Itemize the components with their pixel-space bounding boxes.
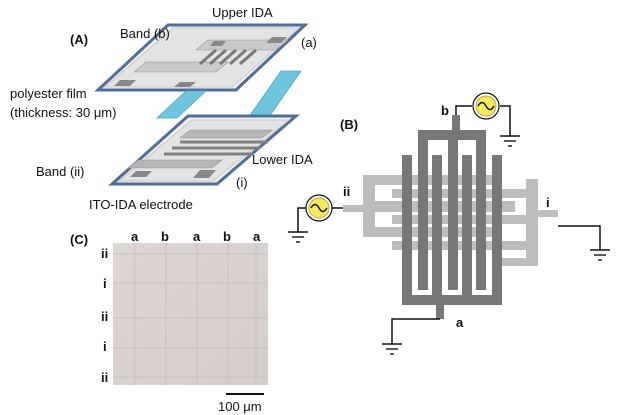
ground-ii (288, 231, 308, 243)
panel-b: (B) (288, 92, 610, 355)
electrode-ii-lead (343, 205, 363, 212)
upper-fingers (199, 48, 257, 66)
wire-a-ground (391, 318, 440, 344)
wire-b (455, 105, 472, 115)
ground-a (382, 343, 402, 355)
micrograph (113, 243, 268, 385)
electrode-a-bottom-bar (402, 295, 502, 305)
electrode-a-lead (436, 305, 444, 319)
lower-ida-label: Lower IDA (252, 152, 313, 167)
upper-pad-2 (266, 37, 287, 43)
scale-bar-label: 100 μm (218, 399, 262, 414)
electrode-a-finger-4 (492, 155, 502, 305)
col-label: a (193, 229, 201, 244)
lower-fingers (164, 140, 268, 156)
thickness-label: (thickness: 30 μm) (10, 105, 116, 120)
band-a-label: (a) (301, 35, 317, 50)
band-i-label: (i) (236, 175, 248, 190)
electrode-ii (343, 175, 515, 237)
electrode-b-finger-2 (448, 130, 458, 290)
upper-pad-3 (114, 80, 136, 86)
electrode-b-finger-1 (418, 130, 428, 290)
micrograph-texture (113, 243, 268, 385)
upper-band-b (133, 61, 229, 73)
ac-source-ii (305, 194, 333, 222)
electrode-ii-finger (375, 201, 515, 212)
upper-ida-plate (94, 23, 309, 92)
electrode-a-finger-1 (402, 155, 412, 305)
ground-b (500, 135, 520, 147)
electrode-label: ITO-IDA electrode (89, 197, 193, 212)
electrode-b (418, 115, 486, 290)
panel-b-tag: (B) (340, 117, 358, 132)
lower-band-ii (179, 129, 273, 139)
wire-b-ground (500, 105, 511, 136)
electrode-b-finger-3 (476, 130, 486, 290)
micrograph-column-labels: a b a b a (131, 229, 261, 244)
col-label: b (161, 229, 169, 244)
lower-band-i (127, 159, 223, 169)
film-strip-left (155, 90, 208, 119)
upper-pad-4 (174, 82, 196, 87)
ac-source-b (472, 92, 500, 120)
row-label: ii (101, 246, 108, 261)
electrode-b-lead (452, 115, 460, 130)
micrograph-row-labels: ii i ii i ii (101, 246, 108, 385)
electrode-a (402, 155, 502, 319)
col-label: a (253, 229, 261, 244)
panel-a: (A) Upper IDA Band (b) (a) (10, 5, 317, 212)
lower-pad-1 (130, 171, 152, 177)
lower-ida-plate (108, 114, 301, 186)
wiring (297, 105, 601, 344)
lower-pad-2 (193, 170, 216, 178)
band-b-label: Band (b) (120, 26, 170, 41)
row-label: ii (101, 309, 108, 324)
upper-pad-1 (210, 41, 226, 46)
electrode-i (392, 179, 558, 266)
polyester-film-label: polyester film (10, 86, 87, 101)
row-label: i (103, 276, 107, 291)
wire-ii-ground (297, 207, 306, 232)
col-label: b (223, 229, 231, 244)
wire-i-ground (558, 225, 601, 250)
ground-i (590, 249, 610, 261)
electrode-a-finger-3 (462, 155, 472, 305)
band-ii-label: Band (ii) (36, 164, 84, 179)
electrode-a-finger-2 (432, 155, 442, 305)
electrode-ii-spine (363, 175, 375, 237)
label-i: i (546, 195, 550, 210)
upper-ida-label: Upper IDA (212, 5, 273, 20)
row-label: i (103, 339, 107, 354)
panel-a-tag: (A) (70, 32, 88, 47)
electrode-i-bottom-bar (500, 258, 538, 266)
label-b: b (441, 103, 449, 118)
electrode-i-lead (538, 210, 558, 217)
col-label: a (131, 229, 139, 244)
row-label: ii (101, 370, 108, 385)
label-ii: ii (343, 184, 350, 199)
panel-c-tag: (C) (70, 232, 88, 247)
panel-c: (C) a b a b a i (70, 229, 268, 414)
label-a: a (456, 315, 464, 330)
